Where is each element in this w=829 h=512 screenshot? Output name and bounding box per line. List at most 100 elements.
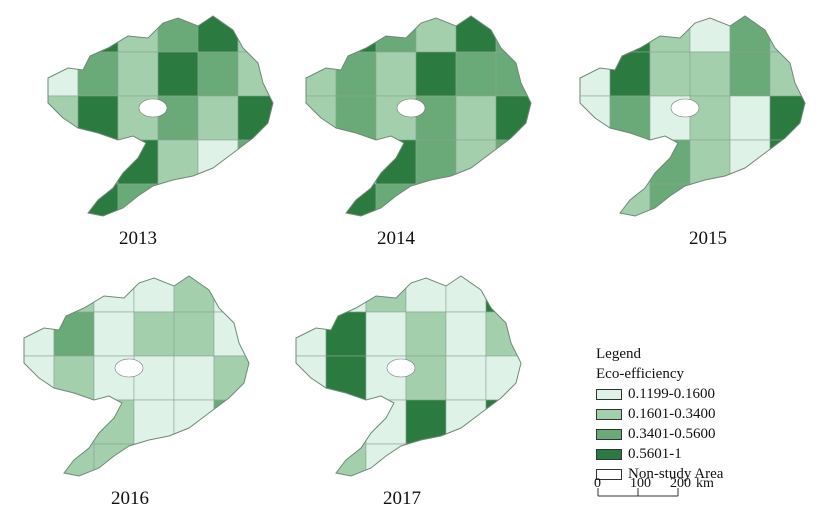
legend-label: 0.3401-0.5600 <box>628 426 716 442</box>
region-cell <box>296 276 327 313</box>
region-cell <box>77 139 119 185</box>
scale-bar-graphic <box>597 488 679 497</box>
region-cell <box>375 16 417 53</box>
region-cell <box>24 443 55 476</box>
map-2014 <box>286 8 556 218</box>
region-cell <box>580 95 611 141</box>
region-cell <box>237 51 273 97</box>
region-cell <box>415 139 457 185</box>
region-cell <box>649 51 691 97</box>
region-cell <box>445 443 487 476</box>
region-cell <box>405 311 447 357</box>
map-shape-2015 <box>579 15 806 217</box>
region-cell <box>173 311 215 357</box>
non-study-area <box>386 358 416 378</box>
region-cell <box>455 95 497 141</box>
region-cell <box>24 355 55 401</box>
region-cell <box>689 16 731 53</box>
region-cell <box>237 16 273 53</box>
legend-label: 0.1601-0.3400 <box>628 406 716 422</box>
region-cell <box>133 443 175 476</box>
region-cell <box>48 139 79 185</box>
region-cell <box>495 139 531 185</box>
region-cell <box>649 16 691 53</box>
region-cell <box>485 399 521 445</box>
legend-item: 0.3401-0.5600 <box>596 424 723 444</box>
legend-item: Non-study Area <box>596 464 723 484</box>
year-label-2014: 2014 <box>377 228 415 249</box>
scale-tick-label: 200 <box>670 476 691 491</box>
legend-swatch <box>596 428 622 440</box>
region-cell <box>133 399 175 445</box>
region-cell <box>495 183 531 216</box>
region-cell <box>729 95 771 141</box>
region-cell <box>649 183 691 216</box>
region-cell <box>485 311 521 357</box>
region-cell <box>609 51 651 97</box>
region-cell <box>415 183 457 216</box>
region-cell <box>296 311 327 357</box>
region-cell <box>365 311 407 357</box>
region-cell <box>197 16 239 53</box>
region-cell <box>24 399 55 445</box>
region-cell <box>48 51 79 97</box>
region-cell <box>157 183 199 216</box>
region-cell <box>117 51 159 97</box>
scale-tick-label: 0 <box>594 476 601 491</box>
region-cell <box>485 276 521 313</box>
region-cell <box>53 399 95 445</box>
region-cell <box>133 311 175 357</box>
legend-swatch <box>596 448 622 460</box>
region-cell <box>306 95 337 141</box>
map-shape-2016 <box>23 275 250 477</box>
map-shape-2013 <box>47 15 274 217</box>
non-study-area <box>670 98 700 118</box>
region-cell <box>93 399 135 445</box>
province-outline <box>23 275 250 477</box>
region-cell <box>48 183 79 216</box>
region-cell <box>405 399 447 445</box>
region-cell <box>485 443 521 476</box>
region-cell <box>53 311 95 357</box>
region-cell <box>649 139 691 185</box>
region-cell <box>93 443 135 476</box>
legend-swatch <box>596 388 622 400</box>
region-cell <box>729 183 771 216</box>
region-cell <box>769 139 805 185</box>
region-cell <box>173 355 215 401</box>
scale-tick-label: 100 <box>630 476 651 491</box>
region-cell <box>415 16 457 53</box>
region-cell <box>580 16 611 53</box>
region-cell <box>365 399 407 445</box>
region-cell <box>197 95 239 141</box>
legend-swatch <box>596 468 622 480</box>
region-cell <box>609 139 651 185</box>
region-cell <box>173 399 215 445</box>
province-outline <box>47 15 274 217</box>
year-label-2013: 2013 <box>119 228 157 249</box>
region-cell <box>24 276 55 313</box>
region-cell <box>415 51 457 97</box>
region-cell <box>445 311 487 357</box>
scale-unit-label: km <box>696 476 714 491</box>
region-cell <box>580 183 611 216</box>
region-cell <box>237 183 273 216</box>
map-shape-2017 <box>295 275 522 477</box>
region-cell <box>445 355 487 401</box>
map-2013 <box>28 8 298 218</box>
legend-subtitle: Eco-efficiency <box>596 366 685 382</box>
year-label-2016: 2016 <box>111 488 149 509</box>
region-cell <box>117 16 159 53</box>
region-cell <box>455 51 497 97</box>
region-cell <box>173 276 215 313</box>
region-cell <box>405 443 447 476</box>
region-cell <box>405 276 447 313</box>
region-cell <box>213 276 249 313</box>
region-cell <box>375 139 417 185</box>
legend: Legend Eco-efficiency 0.1199-0.1600 0.16… <box>596 344 723 484</box>
legend-label: 0.5601-1 <box>628 446 682 462</box>
region-cell <box>77 51 119 97</box>
non-study-area <box>396 98 426 118</box>
province-outline <box>579 15 806 217</box>
map-shape-2014 <box>305 15 532 217</box>
